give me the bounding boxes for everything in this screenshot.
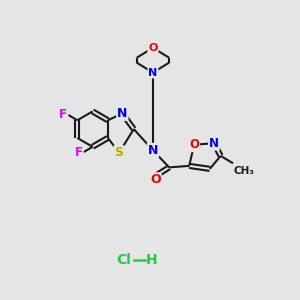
Text: F: F [74, 146, 83, 159]
Text: N: N [209, 137, 219, 150]
Text: H: H [146, 254, 157, 267]
Text: O: O [189, 138, 199, 151]
Text: N: N [117, 107, 128, 120]
Text: Cl: Cl [117, 254, 131, 267]
Text: S: S [115, 146, 124, 159]
Text: O: O [150, 173, 160, 186]
Text: CH₃: CH₃ [234, 166, 255, 176]
Text: N: N [148, 68, 158, 78]
Text: F: F [59, 109, 67, 122]
Text: O: O [148, 43, 158, 53]
Text: N: N [148, 144, 158, 157]
